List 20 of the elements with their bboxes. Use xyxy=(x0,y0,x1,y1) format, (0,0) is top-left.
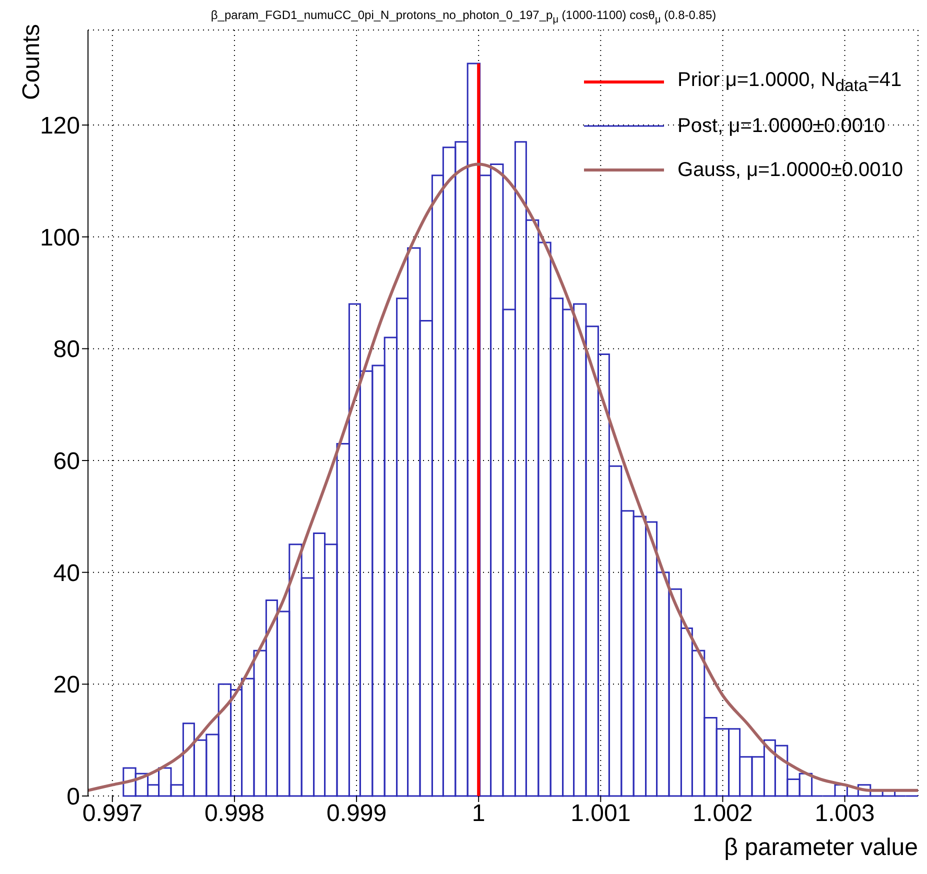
y-tick-label: 40 xyxy=(53,560,80,587)
y-tick-label: 0 xyxy=(66,784,80,811)
x-tick-label: 0.997 xyxy=(82,800,142,828)
x-tick-label: 0.998 xyxy=(204,800,264,828)
y-tick-label: 80 xyxy=(53,336,80,364)
x-tick-label: 1.003 xyxy=(814,800,875,828)
y-tick-label: 60 xyxy=(53,448,80,476)
x-tick-label: 1.002 xyxy=(692,800,753,828)
legend-label: Post, μ=1.0000±0.0010 xyxy=(678,114,886,138)
legend-label: Prior μ=1.0000, N$_{data}$=41 xyxy=(678,68,902,96)
y-tick-label: 20 xyxy=(53,672,80,699)
chart-title: β_param_FGD1_numuCC_0pi_N_protons_no_photon_0_197_p$_{μ}$ (1000-1100) cosθ$_{μ}$ (0.8-0.85) xyxy=(210,8,718,26)
y-tick-label: 120 xyxy=(40,112,80,140)
legend-label: Gauss, μ=1.0000±0.0010 xyxy=(678,158,903,182)
x-axis-title: β parameter value xyxy=(724,834,918,862)
y-tick-label: 100 xyxy=(40,224,80,252)
x-tick-label: 1 xyxy=(472,800,486,828)
x-tick-label: 1.001 xyxy=(570,800,631,828)
x-tick-label: 0.999 xyxy=(326,800,387,828)
y-axis-title: Counts xyxy=(18,24,46,100)
